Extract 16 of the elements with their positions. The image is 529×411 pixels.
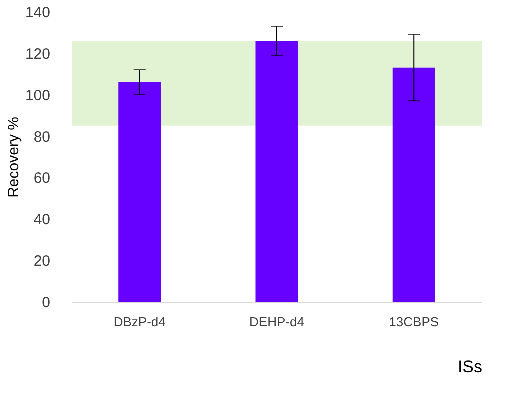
bar — [256, 41, 298, 302]
x-tick-label: DEHP-d4 — [250, 314, 304, 330]
y-tick-label: 100 — [25, 87, 50, 104]
y-tick-label: 40 — [34, 212, 50, 229]
x-axis-title: ISs — [458, 358, 482, 376]
bar — [392, 68, 436, 302]
x-tick-label: DBzP-d4 — [114, 314, 166, 330]
y-tick-label: 60 — [34, 170, 50, 188]
y-axis-title: Recovery % — [5, 117, 22, 198]
x-tick-label: 13CBPS — [389, 314, 440, 330]
y-tick-label: 20 — [34, 253, 50, 270]
bar — [118, 82, 162, 302]
y-tick-label: 0 — [42, 294, 50, 312]
y-tick-label: 80 — [34, 128, 50, 146]
y-tick-label: 140 — [25, 4, 50, 22]
y-tick-label: 120 — [25, 46, 50, 63]
